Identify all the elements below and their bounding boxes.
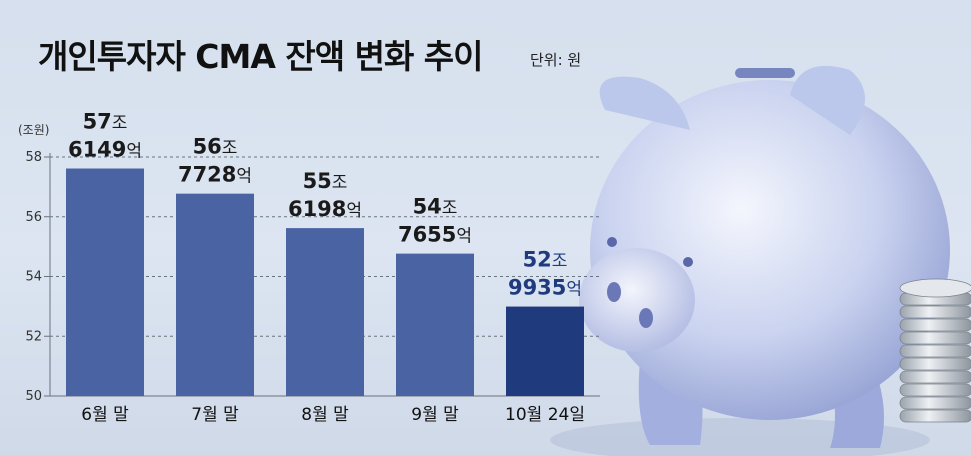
y-tick-label: 58 bbox=[25, 150, 42, 165]
bar bbox=[286, 228, 364, 396]
data-label-jo: 56조 bbox=[193, 135, 238, 159]
bar bbox=[176, 193, 254, 396]
y-tick-label: 54 bbox=[25, 270, 42, 285]
x-tick-label: 7월 말 bbox=[191, 405, 239, 425]
bar bbox=[506, 306, 584, 396]
data-label-eok: 9935억 bbox=[508, 276, 582, 300]
chart-title: 개인투자자 CMA 잔액 변화 추이 bbox=[38, 37, 484, 76]
piggy-bank-illustration bbox=[550, 65, 950, 456]
bar bbox=[396, 253, 474, 396]
data-label-jo: 54조 bbox=[413, 195, 458, 219]
x-tick-label: 10월 24일 bbox=[505, 405, 585, 425]
y-tick-label: 56 bbox=[25, 210, 42, 225]
unit-note: 단위: 원 bbox=[530, 51, 582, 69]
bar bbox=[66, 168, 144, 396]
coin-stack-illustration bbox=[899, 278, 971, 423]
data-label-jo: 55조 bbox=[303, 169, 348, 193]
y-tick-label: 52 bbox=[25, 329, 42, 344]
x-tick-label: 9월 말 bbox=[411, 405, 459, 425]
data-label-jo: 57조 bbox=[83, 110, 128, 134]
data-label-eok: 7728억 bbox=[178, 163, 252, 187]
data-label-eok: 6198억 bbox=[288, 197, 362, 221]
y-tick-label: 50 bbox=[25, 389, 42, 404]
x-tick-label: 8월 말 bbox=[301, 405, 349, 425]
y-axis-unit-label: (조원) bbox=[18, 123, 49, 137]
x-tick-label: 6월 말 bbox=[81, 405, 129, 425]
data-label-eok: 7655억 bbox=[398, 223, 472, 247]
data-label-jo: 52조 bbox=[523, 248, 568, 272]
data-label-eok: 6149억 bbox=[68, 138, 142, 162]
